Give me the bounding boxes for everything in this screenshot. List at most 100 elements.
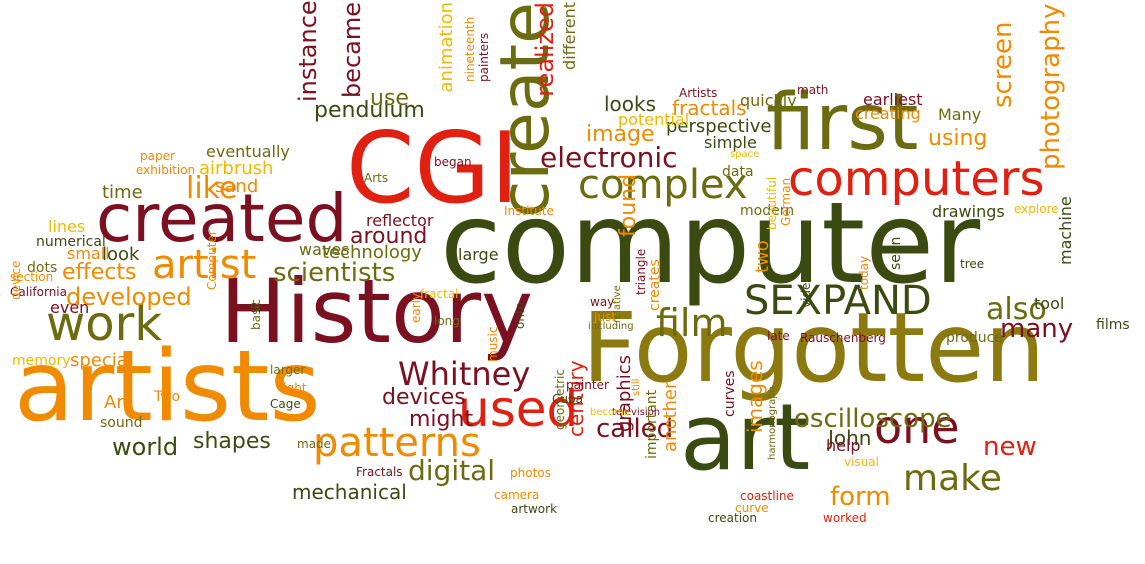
word-machine: machine <box>1056 196 1075 265</box>
word-like: like <box>186 171 238 206</box>
word-devices: devices <box>382 385 466 410</box>
word-drawings: drawings <box>932 202 1005 221</box>
word-oscilloscope: oscilloscope <box>794 404 952 434</box>
word-film: film <box>656 301 728 345</box>
word-two: two <box>752 240 773 273</box>
word-look: look <box>102 244 140 265</box>
word-shapes: shapes <box>193 429 271 454</box>
word-beautiful: beautiful <box>765 176 779 230</box>
word-sexpand: SEXPAND <box>744 278 932 324</box>
word-math: math <box>797 83 829 97</box>
word-help: help <box>826 436 861 455</box>
word-patterns: patterns <box>313 420 481 466</box>
word-realized: realized <box>531 2 559 97</box>
word-first: first <box>766 78 919 168</box>
word-reflector: reflector <box>366 211 434 230</box>
word-still: still <box>631 378 642 396</box>
word-simple: simple <box>704 133 757 152</box>
word-numerical: numerical <box>36 234 106 250</box>
word-small: small <box>67 244 110 263</box>
word-onto: onto <box>513 302 527 329</box>
word-form: form <box>830 482 891 512</box>
word-modern: modern <box>740 203 795 219</box>
word-art: art <box>680 384 811 491</box>
word-artists: Artists <box>679 86 718 100</box>
word-many: Many <box>938 105 982 124</box>
word-fractal: fractal <box>420 287 459 301</box>
word-eventually: eventually <box>206 142 290 161</box>
word-memory: memory <box>12 353 71 369</box>
word-scientists: scientists <box>273 258 396 288</box>
word-art: Art <box>104 392 131 413</box>
word-harmonograph: harmonograph <box>767 386 778 460</box>
word-today: today <box>857 255 871 290</box>
word-late: late <box>767 329 790 343</box>
word-made: made <box>297 437 332 451</box>
word-artist: artist <box>152 242 257 288</box>
word-also: also <box>986 292 1047 327</box>
word-seen: seen <box>888 236 904 270</box>
word-animation: animation <box>436 2 457 93</box>
word-use: use <box>370 86 409 111</box>
word-lines: lines <box>48 217 86 236</box>
word-two: Two <box>154 389 181 405</box>
word-called: called <box>596 414 674 444</box>
word-curves: curves <box>722 370 738 417</box>
word-new: new <box>983 432 1037 462</box>
word-larger: larger <box>270 363 306 377</box>
word-nineteenth: nineteenth <box>463 16 477 82</box>
word-make: make <box>903 458 1002 499</box>
word-worked: worked <box>823 511 867 525</box>
word-arts: Arts <box>364 171 389 185</box>
word-artists: artists <box>14 330 321 444</box>
word-rauschenberg: Rauschenberg <box>800 331 886 345</box>
word-perspective: perspective <box>666 116 772 137</box>
word-cgi: CGI <box>346 112 520 226</box>
word-many: many <box>1000 314 1074 344</box>
word-paper: paper <box>140 149 175 163</box>
word-fractals: fractals <box>672 96 747 120</box>
word-used: used <box>458 380 579 438</box>
word-electronic: electronic <box>540 141 678 174</box>
word-sound: sound <box>100 415 143 431</box>
word-visual: visual <box>844 455 879 469</box>
word-waves: waves <box>299 240 350 259</box>
word-coastline: coastline <box>740 489 794 503</box>
word-cage: Cage <box>270 397 301 411</box>
word-developed: developed <box>66 283 192 311</box>
word-explore: explore <box>1014 202 1059 216</box>
word-looks: looks <box>604 92 657 116</box>
word-time: time <box>102 182 143 203</box>
word-sand: sand <box>215 176 259 197</box>
word-began: began <box>434 155 472 169</box>
word-different: different <box>560 2 579 70</box>
word-computers: computers <box>788 151 1045 207</box>
word-image: image <box>586 122 655 147</box>
word-become: become <box>590 407 631 418</box>
word-sr: Sr <box>250 301 263 315</box>
word-created: created <box>96 180 348 257</box>
word-device: device <box>9 260 23 300</box>
word-complex: complex <box>578 162 748 208</box>
word-forgotten: Forgotten <box>582 292 1046 404</box>
word-triangle: triangle <box>634 248 648 295</box>
word-painter: painter <box>566 378 609 392</box>
word-way: way <box>590 295 615 309</box>
word-just: Just <box>594 310 617 324</box>
word-history: History <box>220 260 534 363</box>
word-airbrush: airbrush <box>199 158 274 179</box>
word-effects: effects <box>62 260 137 285</box>
word-earliest: earliest <box>863 90 923 109</box>
word-potential: potential <box>618 110 690 129</box>
word-using: using <box>928 126 988 151</box>
word-institute: Institute <box>504 204 554 218</box>
word-california: California <box>10 285 67 299</box>
word-creating: creating <box>855 104 921 123</box>
word-work: work <box>46 296 163 352</box>
word-john: John <box>828 426 872 450</box>
word-space: space <box>730 149 760 160</box>
word-dots: dots <box>27 260 58 276</box>
word-television: television <box>612 407 661 418</box>
word-section: section <box>10 270 54 284</box>
